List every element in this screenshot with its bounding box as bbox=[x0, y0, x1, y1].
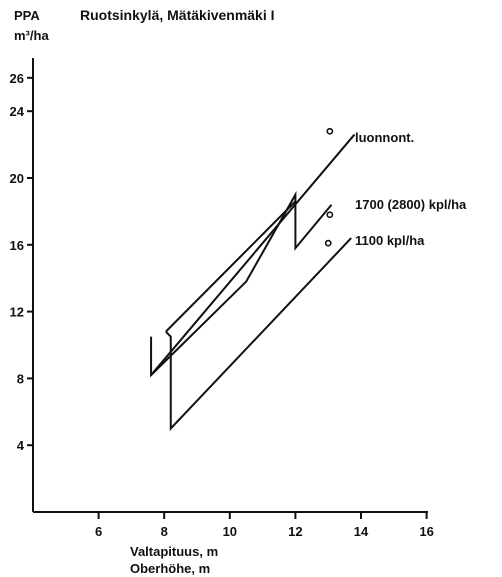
chart-title: Ruotsinkylä, Mätäkivenmäki I bbox=[80, 7, 275, 23]
y-tick-label-20: 20 bbox=[10, 171, 24, 186]
series-line-1 bbox=[150, 133, 356, 376]
series-label-1: luonnont. bbox=[355, 130, 414, 145]
series-line-4 bbox=[165, 200, 297, 333]
series-line-2 bbox=[150, 190, 333, 378]
x-tick-label-8: 8 bbox=[161, 524, 168, 539]
series-marker-2 bbox=[326, 211, 334, 219]
series-line-3 bbox=[165, 237, 352, 432]
y-tick-label-4: 4 bbox=[17, 438, 25, 453]
series-label-2: 1700 (2800) kpl/ha bbox=[355, 197, 467, 212]
y-axis-label: PPA bbox=[14, 8, 40, 23]
x-tick-label-10: 10 bbox=[223, 524, 237, 539]
y-tick-label-24: 24 bbox=[10, 104, 25, 119]
y-tick-label-16: 16 bbox=[10, 238, 24, 253]
y-axis-unit: m³/ha bbox=[14, 28, 49, 43]
x-tick-label-14: 14 bbox=[354, 524, 369, 539]
x-tick-label-6: 6 bbox=[95, 524, 102, 539]
series-marker-1 bbox=[326, 127, 334, 135]
series-marker-3 bbox=[324, 239, 332, 247]
x-axis-label-line2: Oberhöhe, m bbox=[130, 561, 210, 576]
y-tick-label-8: 8 bbox=[17, 371, 24, 386]
series-label-3: 1100 kpl/ha bbox=[355, 233, 425, 248]
x-tick-label-12: 12 bbox=[288, 524, 302, 539]
x-tick-label-16: 16 bbox=[419, 524, 433, 539]
y-tick-label-26: 26 bbox=[10, 71, 24, 86]
x-axis-label-line1: Valtapituus, m bbox=[130, 544, 218, 559]
y-tick-label-12: 12 bbox=[10, 305, 24, 320]
